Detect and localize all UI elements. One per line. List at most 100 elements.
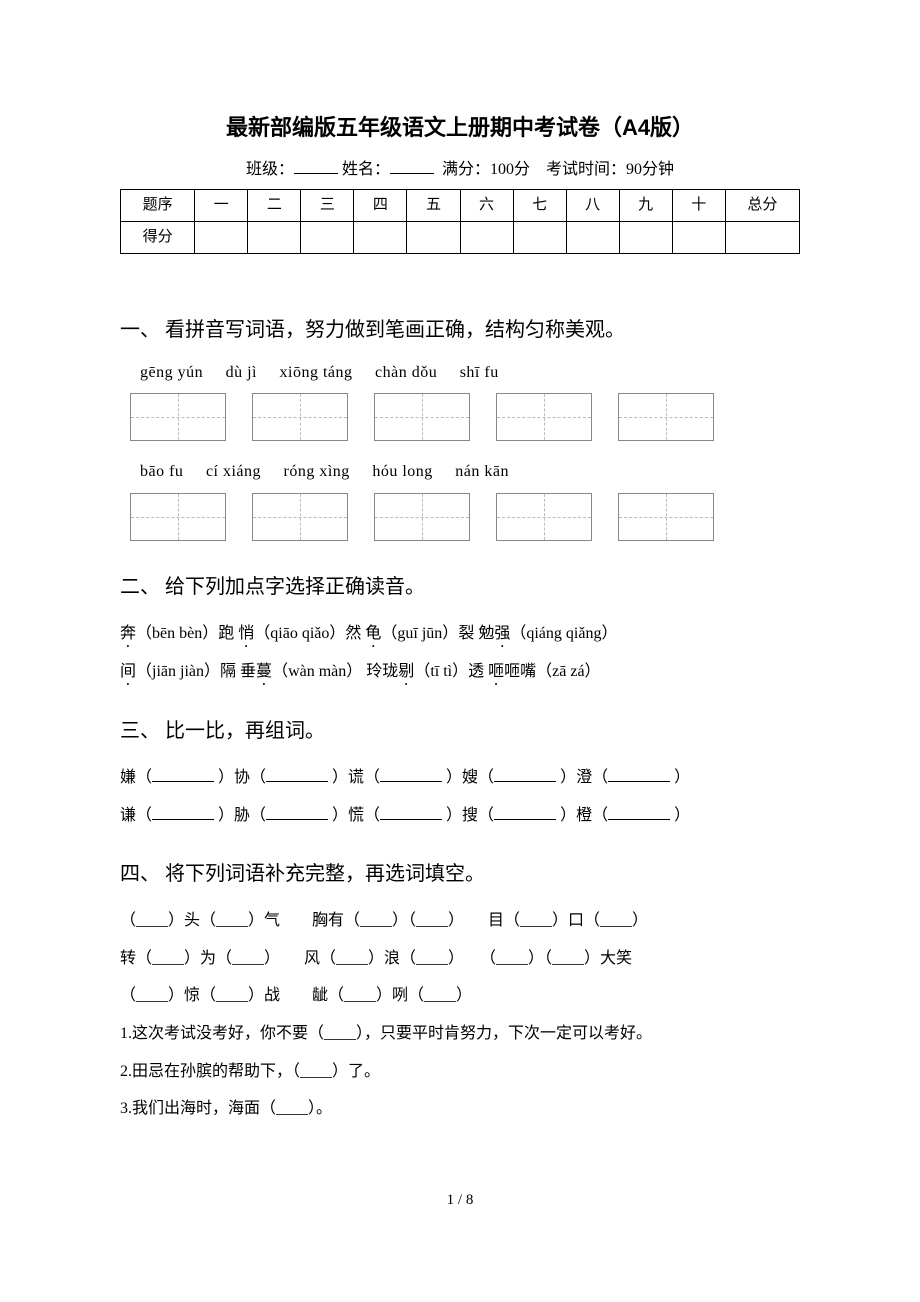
dot-char: 咂 [488,663,504,680]
meta-line: 班级： 姓名： 满分：100分 考试时间：90分钟 [120,157,800,183]
score-cell[interactable] [513,221,566,253]
txt: ） [674,769,690,786]
s4-idioms-2: 转（____）为（____） 风（____）浪（____） （____）（___… [120,942,800,976]
txt: ） [674,807,690,824]
pinyin-word: bāo fu [140,459,183,485]
pinyin-choice: 咂嘴（zā zá） [504,663,600,680]
s4-q1: 1.这次考试没考好，你不要（____），只要平时肯努力，下次一定可以考好。 [120,1017,800,1051]
char-box[interactable] [374,493,470,541]
col-2: 二 [248,189,301,221]
score-cell[interactable] [301,221,354,253]
answer-blank[interactable] [152,819,214,820]
row2-label: 得分 [121,221,195,253]
answer-blank[interactable] [152,781,214,782]
char-box[interactable] [618,393,714,441]
char-box-row [130,493,800,541]
answer-blank[interactable] [494,819,556,820]
score-cell[interactable] [354,221,407,253]
char-box[interactable] [130,393,226,441]
char-box[interactable] [496,393,592,441]
s2-line1: 奔（bēn bèn）跑 悄（qiāo qiǎo）然 龟（guī jūn）裂 勉强… [120,617,800,651]
pinyin-word: róng xìng [284,459,350,485]
score-table: 题序 一 二 三 四 五 六 七 八 九 十 总分 得分 [120,189,800,254]
row1-label: 题序 [121,189,195,221]
score-cell[interactable] [248,221,301,253]
score-cell[interactable] [407,221,460,253]
score-cell[interactable] [566,221,619,253]
txt: 勉 [478,625,494,642]
answer-blank[interactable] [380,781,442,782]
col-9: 九 [619,189,672,221]
pinyin-word: gēng yún [140,360,203,386]
score-cell[interactable] [725,221,799,253]
dot-char: 间 [120,663,136,680]
answer-blank[interactable] [494,781,556,782]
class-blank[interactable] [294,158,338,174]
score-cell[interactable] [195,221,248,253]
pinyin-word: cí xiáng [206,459,261,485]
pinyin-word: shī fu [460,360,499,386]
char-box[interactable] [130,493,226,541]
pinyin-choice: （qiāo qiǎo） [254,625,345,642]
col-5: 五 [407,189,460,221]
txt: 然 [345,625,365,642]
answer-blank[interactable] [266,819,328,820]
pinyin-choice: （guī jūn） [381,625,458,642]
txt: ）澄（ [560,769,608,786]
s4-q2: 2.田忌在孙膑的帮助下，（____）了。 [120,1055,800,1089]
duration: 考试时间：90分钟 [546,161,674,178]
txt: 跑 [218,625,238,642]
table-row: 得分 [121,221,800,253]
name-blank[interactable] [390,158,434,174]
txt: 透 [468,663,488,680]
col-7: 七 [513,189,566,221]
dot-char: 蔓 [256,663,272,680]
page-number: 1 / 8 [120,1188,800,1212]
dot-char: 悄 [238,625,254,642]
dot-char: 剔 [398,663,414,680]
pinyin-word: dù jì [226,360,257,386]
full-score: 满分：100分 [442,161,530,178]
page-title: 最新部编版五年级语文上册期中考试卷（A4版） [120,110,800,145]
pinyin-choice: （jiān jiàn） [136,663,220,680]
col-1: 一 [195,189,248,221]
dot-char: 龟 [365,625,381,642]
answer-blank[interactable] [608,781,670,782]
txt: ）嫂（ [446,769,494,786]
pinyin-choice: （tī tì） [414,663,468,680]
char-box[interactable] [252,393,348,441]
answer-blank[interactable] [608,819,670,820]
pinyin-row-1: gēng yún dù jì xiōng táng chàn dǒu shī f… [140,360,800,386]
txt: 玲珑 [366,663,398,680]
txt: ）协（ [218,769,266,786]
class-label: 班级： [246,161,294,178]
char-box[interactable] [252,493,348,541]
txt: ）慌（ [332,807,380,824]
pinyin-word: hóu long [372,459,432,485]
txt: ）搜（ [446,807,494,824]
char-box[interactable] [618,493,714,541]
section-3-head: 三、 比一比，再组词。 [120,715,800,747]
s3-line1: 嫌（ ）协（ ）谎（ ）嫂（ ）澄（ ） [120,761,800,795]
s2-line2: 间（jiān jiàn）隔 垂蔓（wàn màn） 玲珑剔（tī tì）透 咂咂… [120,655,800,689]
answer-blank[interactable] [266,781,328,782]
col-3: 三 [301,189,354,221]
s3-line2: 谦（ ）胁（ ）慌（ ）搜（ ）橙（ ） [120,799,800,833]
score-cell[interactable] [672,221,725,253]
pinyin-choice: （wàn màn） [272,663,362,680]
s4-idioms-1: （____）头（____）气 胸有（____）（____） 目（____）口（_… [120,904,800,938]
table-row: 题序 一 二 三 四 五 六 七 八 九 十 总分 [121,189,800,221]
char-box[interactable] [374,393,470,441]
pinyin-row-2: bāo fu cí xiáng róng xìng hóu long nán k… [140,459,800,485]
score-cell[interactable] [460,221,513,253]
char-box[interactable] [496,493,592,541]
pinyin-choice: （bēn bèn） [136,625,218,642]
score-cell[interactable] [619,221,672,253]
txt: 垂 [240,663,256,680]
txt: ）谎（ [332,769,380,786]
txt: ）橙（ [560,807,608,824]
answer-blank[interactable] [380,819,442,820]
char-box-row [130,393,800,441]
section-4-head: 四、 将下列词语补充完整，再选词填空。 [120,858,800,890]
dot-char: 强 [494,625,510,642]
